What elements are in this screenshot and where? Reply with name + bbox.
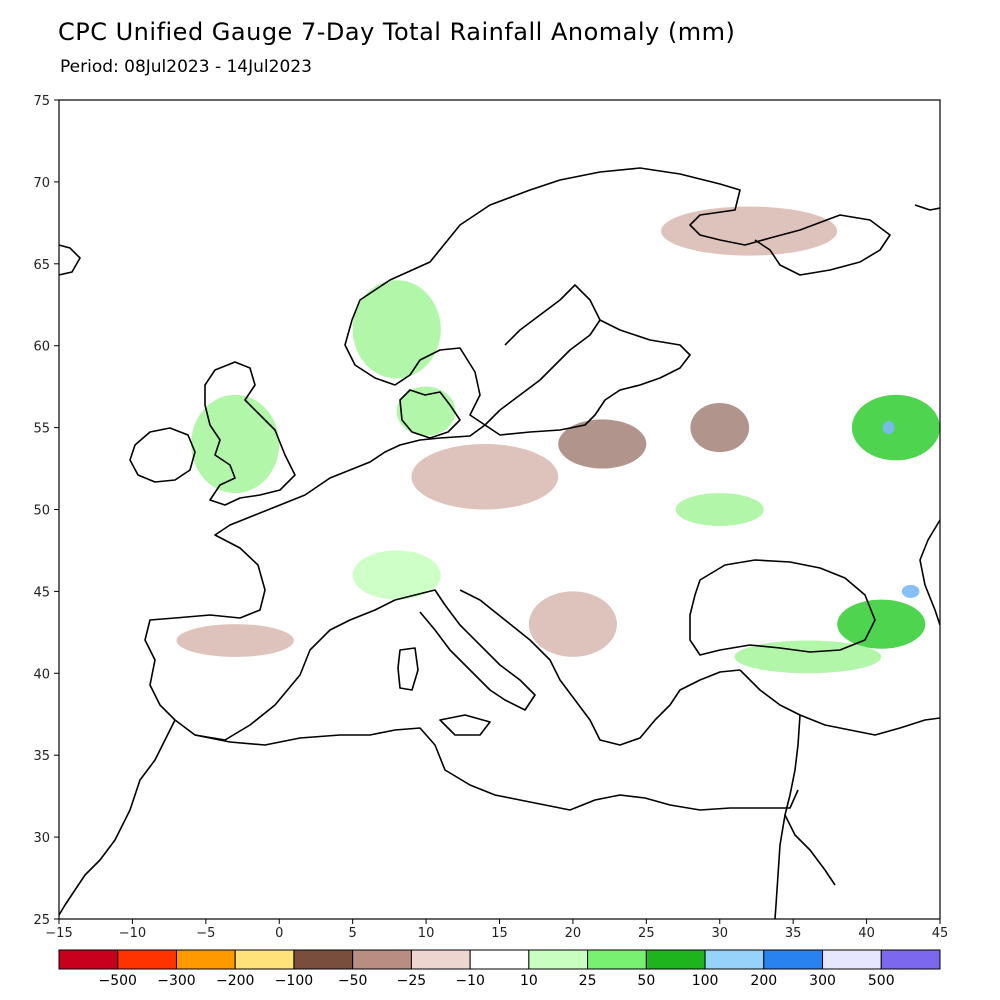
anomaly-norway-wet <box>352 280 441 379</box>
coastline-anatolia-south <box>739 669 940 736</box>
lon-tick-label: 35 <box>785 926 802 941</box>
legend-swatch <box>704 949 765 970</box>
lon-tick-label: −5 <box>196 926 215 941</box>
legend-swatch <box>117 949 177 970</box>
coastline-norway-sweden <box>351 167 891 321</box>
legend-swatch <box>528 949 589 970</box>
lat-tick-label: 75 <box>33 94 50 109</box>
coastline-north-africa <box>59 719 176 916</box>
lon-tick-label: 20 <box>565 926 582 941</box>
legend-label: 200 <box>750 973 777 989</box>
legend-swatch <box>234 949 295 970</box>
coastline-maghreb <box>194 727 799 811</box>
anomaly-iberia-dry <box>176 624 294 657</box>
coastline-finland-baltic <box>484 319 691 436</box>
lat-tick-label: 45 <box>33 585 50 600</box>
lat-tick-label: 40 <box>33 667 50 682</box>
anomaly-denmark-wet <box>396 386 456 436</box>
legend-label: −200 <box>216 973 254 989</box>
legend-swatch <box>410 949 471 970</box>
anomaly-balkans-dry <box>528 591 617 657</box>
coastline-kola <box>914 204 940 211</box>
coastline-italy <box>394 589 536 711</box>
legend-swatch <box>822 949 882 970</box>
lon-tick-label: 5 <box>349 926 357 941</box>
lon-tick-label: 40 <box>858 926 875 941</box>
lon-tick-label: 15 <box>491 926 508 941</box>
legend-label: −50 <box>338 973 368 989</box>
anomaly-british-isles-wet <box>191 394 280 494</box>
lat-tick-label: 35 <box>33 749 50 764</box>
lon-tick-label: 25 <box>638 926 655 941</box>
lon-tick-label: −10 <box>119 926 146 941</box>
legend-label: 300 <box>809 973 836 989</box>
legend-label: −300 <box>157 973 195 989</box>
lat-tick-label: 60 <box>33 340 50 355</box>
legend-swatch <box>352 949 412 970</box>
coastline-red-sea <box>774 814 786 919</box>
coastline-caspian <box>919 519 940 626</box>
coastline-black-sea <box>689 559 876 656</box>
legend-label: 25 <box>579 973 597 989</box>
lon-tick-label: 10 <box>418 926 435 941</box>
lat-tick-label: 70 <box>33 176 50 191</box>
period-label: Period: 08Jul2023 - 14Jul2023 <box>60 57 312 77</box>
legend-label: −100 <box>275 973 313 989</box>
map-title: CPC Unified Gauge 7-Day Total Rainfall A… <box>58 18 736 46</box>
lat-tick-label: 25 <box>33 913 50 928</box>
lon-tick-label: 30 <box>711 926 728 941</box>
lon-tick-label: −15 <box>45 926 72 941</box>
coastline-sardinia <box>397 647 419 691</box>
lat-tick-label: 65 <box>33 258 50 273</box>
legend-label: −500 <box>99 973 137 989</box>
legend-swatch <box>58 949 119 970</box>
anomaly-caucasus-wet <box>837 599 926 649</box>
anomaly-belarus-dry <box>690 403 750 453</box>
anomaly-ukraine-wet <box>675 493 764 526</box>
coastline-france-iberia <box>144 494 396 741</box>
anomaly-alps-wet <box>352 550 441 600</box>
lat-tick-label: 30 <box>33 831 50 846</box>
lon-tick-label: 0 <box>275 926 283 941</box>
coastline-sicily <box>439 714 491 736</box>
legend-swatch <box>763 949 824 970</box>
coastline-scandinavia-west <box>344 284 601 426</box>
legend-label: 50 <box>637 973 655 989</box>
coastline-ireland <box>129 427 196 483</box>
legend-swatch <box>645 949 706 970</box>
lat-tick-label: 50 <box>33 504 50 519</box>
anomaly-kuban-blue <box>901 584 920 598</box>
legend-label: 10 <box>520 973 538 989</box>
coastline-balkans-greece <box>459 589 741 746</box>
anomaly-russia-east-wet <box>851 394 940 461</box>
legend-label: 100 <box>692 973 719 989</box>
coastline-layer <box>59 167 940 919</box>
coastline-denmark <box>399 389 461 439</box>
anomaly-russia-north-dry <box>661 206 838 256</box>
anomaly-moscow-blue <box>882 421 895 435</box>
anomaly-layer <box>176 206 940 674</box>
lon-tick-label: 45 <box>932 926 949 941</box>
legend-label: −25 <box>397 973 427 989</box>
legend-swatch <box>880 949 941 970</box>
coastline-continent-north <box>304 424 486 496</box>
legend-label: 500 <box>868 973 895 989</box>
lat-tick-label: 55 <box>33 422 50 437</box>
color-legend: −500 −300 −200 −100 −50 −25 −10 10 25 50 100 200 300… <box>58 949 941 989</box>
anomaly-central-europe-dry <box>411 443 559 510</box>
map-border <box>58 99 941 920</box>
axis-layer: −15 −10 −5 0 5 10 15 20 25 30 35 40 45 25 30 35 40 45 50 55… <box>33 94 948 941</box>
anomaly-poland-dry <box>558 419 647 469</box>
legend-swatch <box>469 949 530 970</box>
legend-swatch <box>587 949 647 970</box>
legend-swatch <box>293 949 354 970</box>
coastline-great-britain <box>204 361 296 506</box>
coastline-iceland <box>59 244 81 276</box>
legend-swatch <box>175 949 236 970</box>
legend-label: −10 <box>455 973 485 989</box>
